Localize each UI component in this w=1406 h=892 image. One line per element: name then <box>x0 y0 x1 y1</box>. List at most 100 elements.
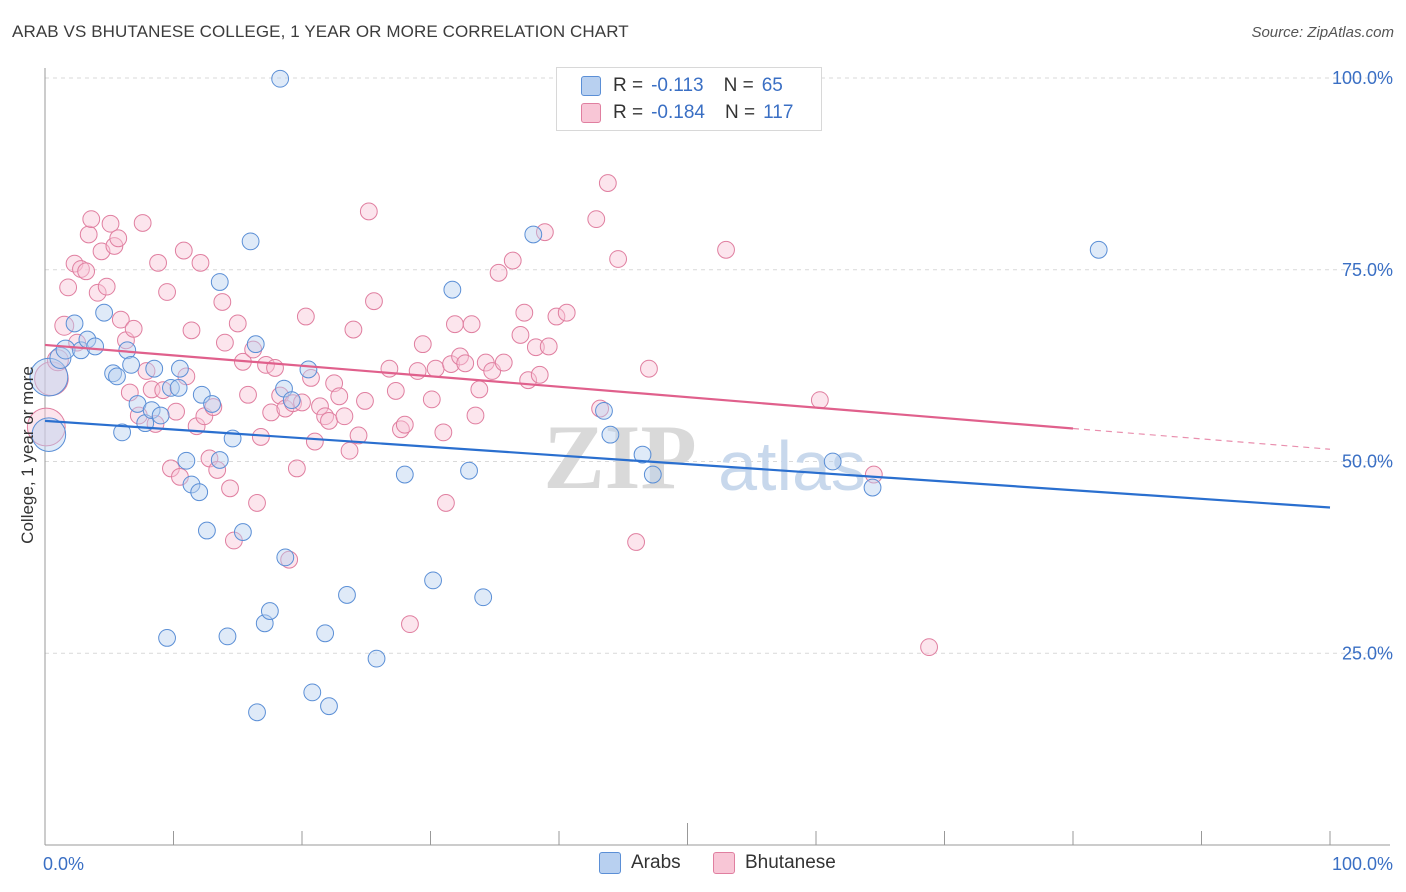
bhutanese-point <box>213 293 232 311</box>
bhutanese-point <box>262 403 281 422</box>
bhutanese-point <box>526 338 545 357</box>
arabs-point <box>142 401 161 420</box>
bhutanese-point <box>539 337 558 356</box>
bhutanese-point <box>287 459 306 478</box>
bhutanese-point <box>609 250 628 268</box>
arabs-point <box>145 359 164 378</box>
arabs-point <box>171 359 189 378</box>
bhutanese-point <box>216 333 234 352</box>
arabs-point <box>29 357 69 397</box>
bhutanese-point <box>494 353 513 372</box>
arabs-point <box>338 586 356 604</box>
arabs-point <box>316 624 335 643</box>
watermark: ZIP atlas <box>543 406 866 508</box>
bhutanese-point <box>59 278 78 297</box>
x-tick-label-max: 100.0% <box>1332 854 1393 874</box>
bhutanese-point <box>293 393 311 412</box>
bhutanese-point <box>26 407 66 447</box>
bhutanese-point <box>284 394 302 413</box>
bhutanese-point <box>97 277 116 296</box>
bhutanese-points <box>26 174 938 657</box>
bhutanese-point <box>54 315 75 336</box>
arabs-point <box>299 360 318 379</box>
arabs-point <box>210 451 229 469</box>
arabs-point <box>177 451 196 470</box>
bottom-legend-bhutanese[interactable]: Bhutanese <box>713 852 836 874</box>
arabs-point <box>367 649 386 668</box>
arabs-point <box>1089 240 1108 259</box>
arabs-point <box>113 423 131 442</box>
arabs-point <box>210 273 229 291</box>
watermark-atlas: atlas <box>718 427 866 505</box>
bhutanese-point <box>330 387 349 406</box>
arabs-point <box>601 425 620 444</box>
stats-legend: R = -0.113 N = 65 R = -0.184 N = 117 <box>556 67 822 131</box>
bhutanese-point <box>88 283 107 302</box>
bhutanese-point <box>109 229 128 248</box>
y-axis-label: College, 1 year or more <box>18 366 37 544</box>
bhutanese-point <box>503 251 522 270</box>
bhutanese-point <box>456 354 475 373</box>
y-tick-labels: 25.0% 50.0% 75.0% 100.0% <box>1332 68 1393 663</box>
bhutanese-point <box>158 283 176 301</box>
arabs-point <box>524 225 543 244</box>
bhutanese-point <box>627 533 645 551</box>
bhutanese-point <box>717 240 735 259</box>
bhutanese-trend-extension <box>1072 427 1331 450</box>
arabs-point <box>108 367 126 386</box>
chart-title: ARAB VS BHUTANESE COLLEGE, 1 YEAR OR MOR… <box>12 22 629 41</box>
bhutanese-swatch <box>581 103 601 123</box>
bhutanese-point <box>442 355 460 373</box>
arabs-point <box>474 588 493 607</box>
arabs-point <box>233 523 252 541</box>
y-tick-label: 25.0% <box>1342 643 1393 663</box>
arabs-r-value: -0.113 <box>651 75 704 96</box>
arabs-points <box>29 69 1108 722</box>
arabs-legend-swatch <box>599 852 621 874</box>
bhutanese-point <box>311 397 329 416</box>
arabs-point <box>72 341 90 360</box>
arabs-point <box>65 314 84 333</box>
legend-row-bhutanese: R = -0.184 N = 117 <box>581 101 793 125</box>
bhutanese-n-value: 117 <box>763 102 794 123</box>
bhutanese-point <box>598 174 617 192</box>
arabs-point <box>320 697 338 716</box>
arabs-point <box>823 452 842 471</box>
bhutanese-point <box>335 407 354 426</box>
bhutanese-point <box>434 423 453 442</box>
arabs-legend-label: Arabs <box>631 852 681 873</box>
bhutanese-point <box>640 359 658 378</box>
legend-n-label: N = <box>724 102 756 123</box>
trend-lines <box>44 343 1331 509</box>
bhutanese-point <box>535 223 554 242</box>
bhutanese-point <box>437 494 455 512</box>
legend-n-label: N = <box>723 75 754 96</box>
bhutanese-point <box>401 615 419 634</box>
arabs-point <box>260 602 279 620</box>
bhutanese-point <box>221 479 239 498</box>
bhutanese-point <box>408 362 427 380</box>
bhutanese-point <box>251 428 270 446</box>
bhutanese-trend-line <box>44 343 1074 430</box>
bhutanese-point <box>356 392 374 410</box>
bhutanese-point <box>489 263 508 282</box>
bhutanese-point <box>920 638 938 657</box>
bhutanese-point <box>101 214 120 233</box>
arabs-point <box>241 232 260 251</box>
bhutanese-point <box>380 359 399 378</box>
bhutanese-point <box>462 315 481 334</box>
bottom-legend-arabs[interactable]: Arabs <box>599 852 681 874</box>
bhutanese-point <box>79 225 98 244</box>
arabs-point <box>633 445 652 464</box>
bhutanese-point <box>228 314 247 333</box>
arabs-point <box>643 465 662 484</box>
bhutanese-point <box>191 253 210 272</box>
bhutanese-point <box>174 241 193 260</box>
arabs-point <box>31 417 67 452</box>
bhutanese-r-value: -0.184 <box>651 102 705 123</box>
bhutanese-point <box>204 398 223 416</box>
arabs-point <box>246 335 265 354</box>
legend-r-label: R = <box>613 75 644 96</box>
arabs-point <box>203 395 221 413</box>
arabs-point <box>460 461 478 480</box>
